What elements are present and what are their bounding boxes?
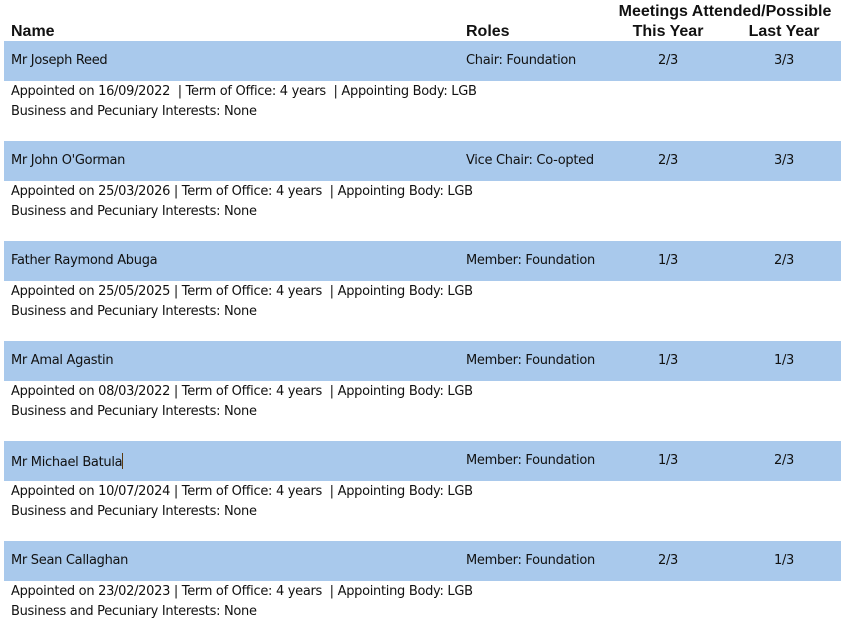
member-name-text: Mr John O'Gorman xyxy=(11,153,126,168)
member-name[interactable]: Mr Joseph Reed xyxy=(11,53,108,68)
member-row: Mr John O'Gorman Vice Chair: Co-opted 2/… xyxy=(0,141,847,241)
member-row: Mr Sean Callaghan Member: Foundation 2/3… xyxy=(0,541,847,641)
attendance-this-year: 1/3 xyxy=(657,253,679,268)
pecuniary-interests: Business and Pecuniary Interests: None xyxy=(11,404,257,419)
member-band xyxy=(4,241,841,281)
member-name-text: Mr Michael Batula xyxy=(11,455,123,470)
pecuniary-interests: Business and Pecuniary Interests: None xyxy=(11,204,257,219)
appointment-details: Appointed on 10/07/2024 | Term of Office… xyxy=(11,484,473,499)
roles-header: Roles xyxy=(466,23,510,40)
pecuniary-interests: Business and Pecuniary Interests: None xyxy=(11,504,257,519)
member-name-text: Mr Joseph Reed xyxy=(11,53,108,68)
appointment-details: Appointed on 16/09/2022 | Term of Office… xyxy=(11,84,477,99)
appointment-details: Appointed on 25/03/2026 | Term of Office… xyxy=(11,184,473,199)
member-name[interactable]: Mr Sean Callaghan xyxy=(11,553,128,568)
attendance-this-year: 2/3 xyxy=(657,553,679,568)
pecuniary-interests: Business and Pecuniary Interests: None xyxy=(11,104,257,119)
member-row: Mr Michael Batula Member: Foundation 1/3… xyxy=(0,441,847,541)
attendance-last-year: 1/3 xyxy=(773,553,795,568)
member-role: Member: Foundation xyxy=(466,453,595,468)
member-band xyxy=(4,41,841,81)
appointment-details: Appointed on 23/02/2023 | Term of Office… xyxy=(11,584,473,599)
attendance-last-year: 1/3 xyxy=(773,353,795,368)
member-name-text: Mr Sean Callaghan xyxy=(11,553,129,568)
member-role: Member: Foundation xyxy=(466,353,595,368)
member-row: Mr Joseph Reed Chair: Foundation 2/3 3/3… xyxy=(0,41,847,141)
member-role: Member: Foundation xyxy=(466,253,595,268)
attendance-this-year: 2/3 xyxy=(657,53,679,68)
member-role: Member: Foundation xyxy=(466,553,595,568)
attendance-last-year: 3/3 xyxy=(773,153,795,168)
pecuniary-interests: Business and Pecuniary Interests: None xyxy=(11,604,257,619)
attendance-this-year: 1/3 xyxy=(657,453,679,468)
this-year-header: This Year xyxy=(632,23,704,40)
member-band xyxy=(4,341,841,381)
member-name-text: Father Raymond Abuga xyxy=(11,253,158,268)
attendance-this-year: 2/3 xyxy=(657,153,679,168)
member-name[interactable]: Mr Amal Agastin xyxy=(11,353,114,368)
member-name[interactable]: Father Raymond Abuga xyxy=(11,253,158,268)
member-name[interactable]: Mr Michael Batula xyxy=(11,453,124,470)
attendance-this-year: 1/3 xyxy=(657,353,679,368)
pecuniary-interests: Business and Pecuniary Interests: None xyxy=(11,304,257,319)
last-year-header: Last Year xyxy=(748,23,820,40)
attendance-last-year: 2/3 xyxy=(773,453,795,468)
attendance-last-year: 3/3 xyxy=(773,53,795,68)
member-role: Vice Chair: Co-opted xyxy=(466,153,594,168)
member-name[interactable]: Mr John O'Gorman xyxy=(11,153,125,168)
member-band xyxy=(4,441,841,481)
member-row: Mr Amal Agastin Member: Foundation 1/3 1… xyxy=(0,341,847,441)
appointment-details: Appointed on 25/05/2025 | Term of Office… xyxy=(11,284,473,299)
attendance-last-year: 2/3 xyxy=(773,253,795,268)
member-role: Chair: Foundation xyxy=(466,53,576,68)
member-row: Father Raymond Abuga Member: Foundation … xyxy=(0,241,847,341)
appointment-details: Appointed on 08/03/2022 | Term of Office… xyxy=(11,384,473,399)
meetings-header: Meetings Attended/Possible xyxy=(618,3,832,20)
member-band xyxy=(4,541,841,581)
name-header: Name xyxy=(11,23,55,40)
member-band xyxy=(4,141,841,181)
member-name-text: Mr Amal Agastin xyxy=(11,353,114,368)
text-cursor xyxy=(122,453,124,469)
